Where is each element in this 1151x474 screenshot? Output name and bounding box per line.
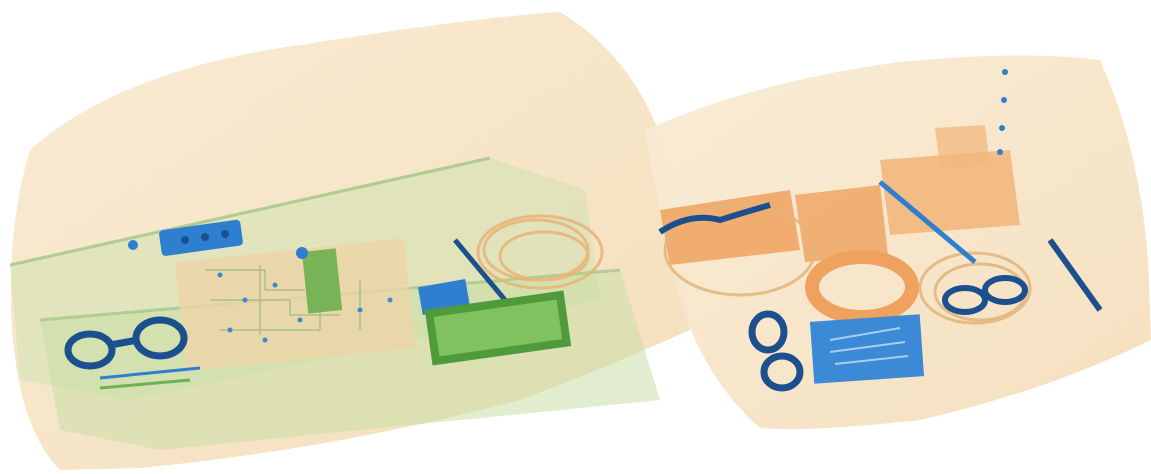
pen-knife (878, 180, 977, 264)
tool-case (809, 314, 925, 384)
sunglasses (658, 202, 1103, 315)
power-bank (424, 290, 572, 366)
tape-roll (805, 250, 919, 324)
key-chip-strip (128, 219, 243, 256)
coiled-cable (476, 214, 604, 290)
right-bag (645, 55, 1151, 430)
scissors-handle-icon-right (748, 310, 804, 392)
scissors-handle-icon (64, 316, 188, 370)
circuit-board (174, 238, 416, 372)
green-component (301, 248, 343, 314)
left-bag (9, 12, 691, 470)
